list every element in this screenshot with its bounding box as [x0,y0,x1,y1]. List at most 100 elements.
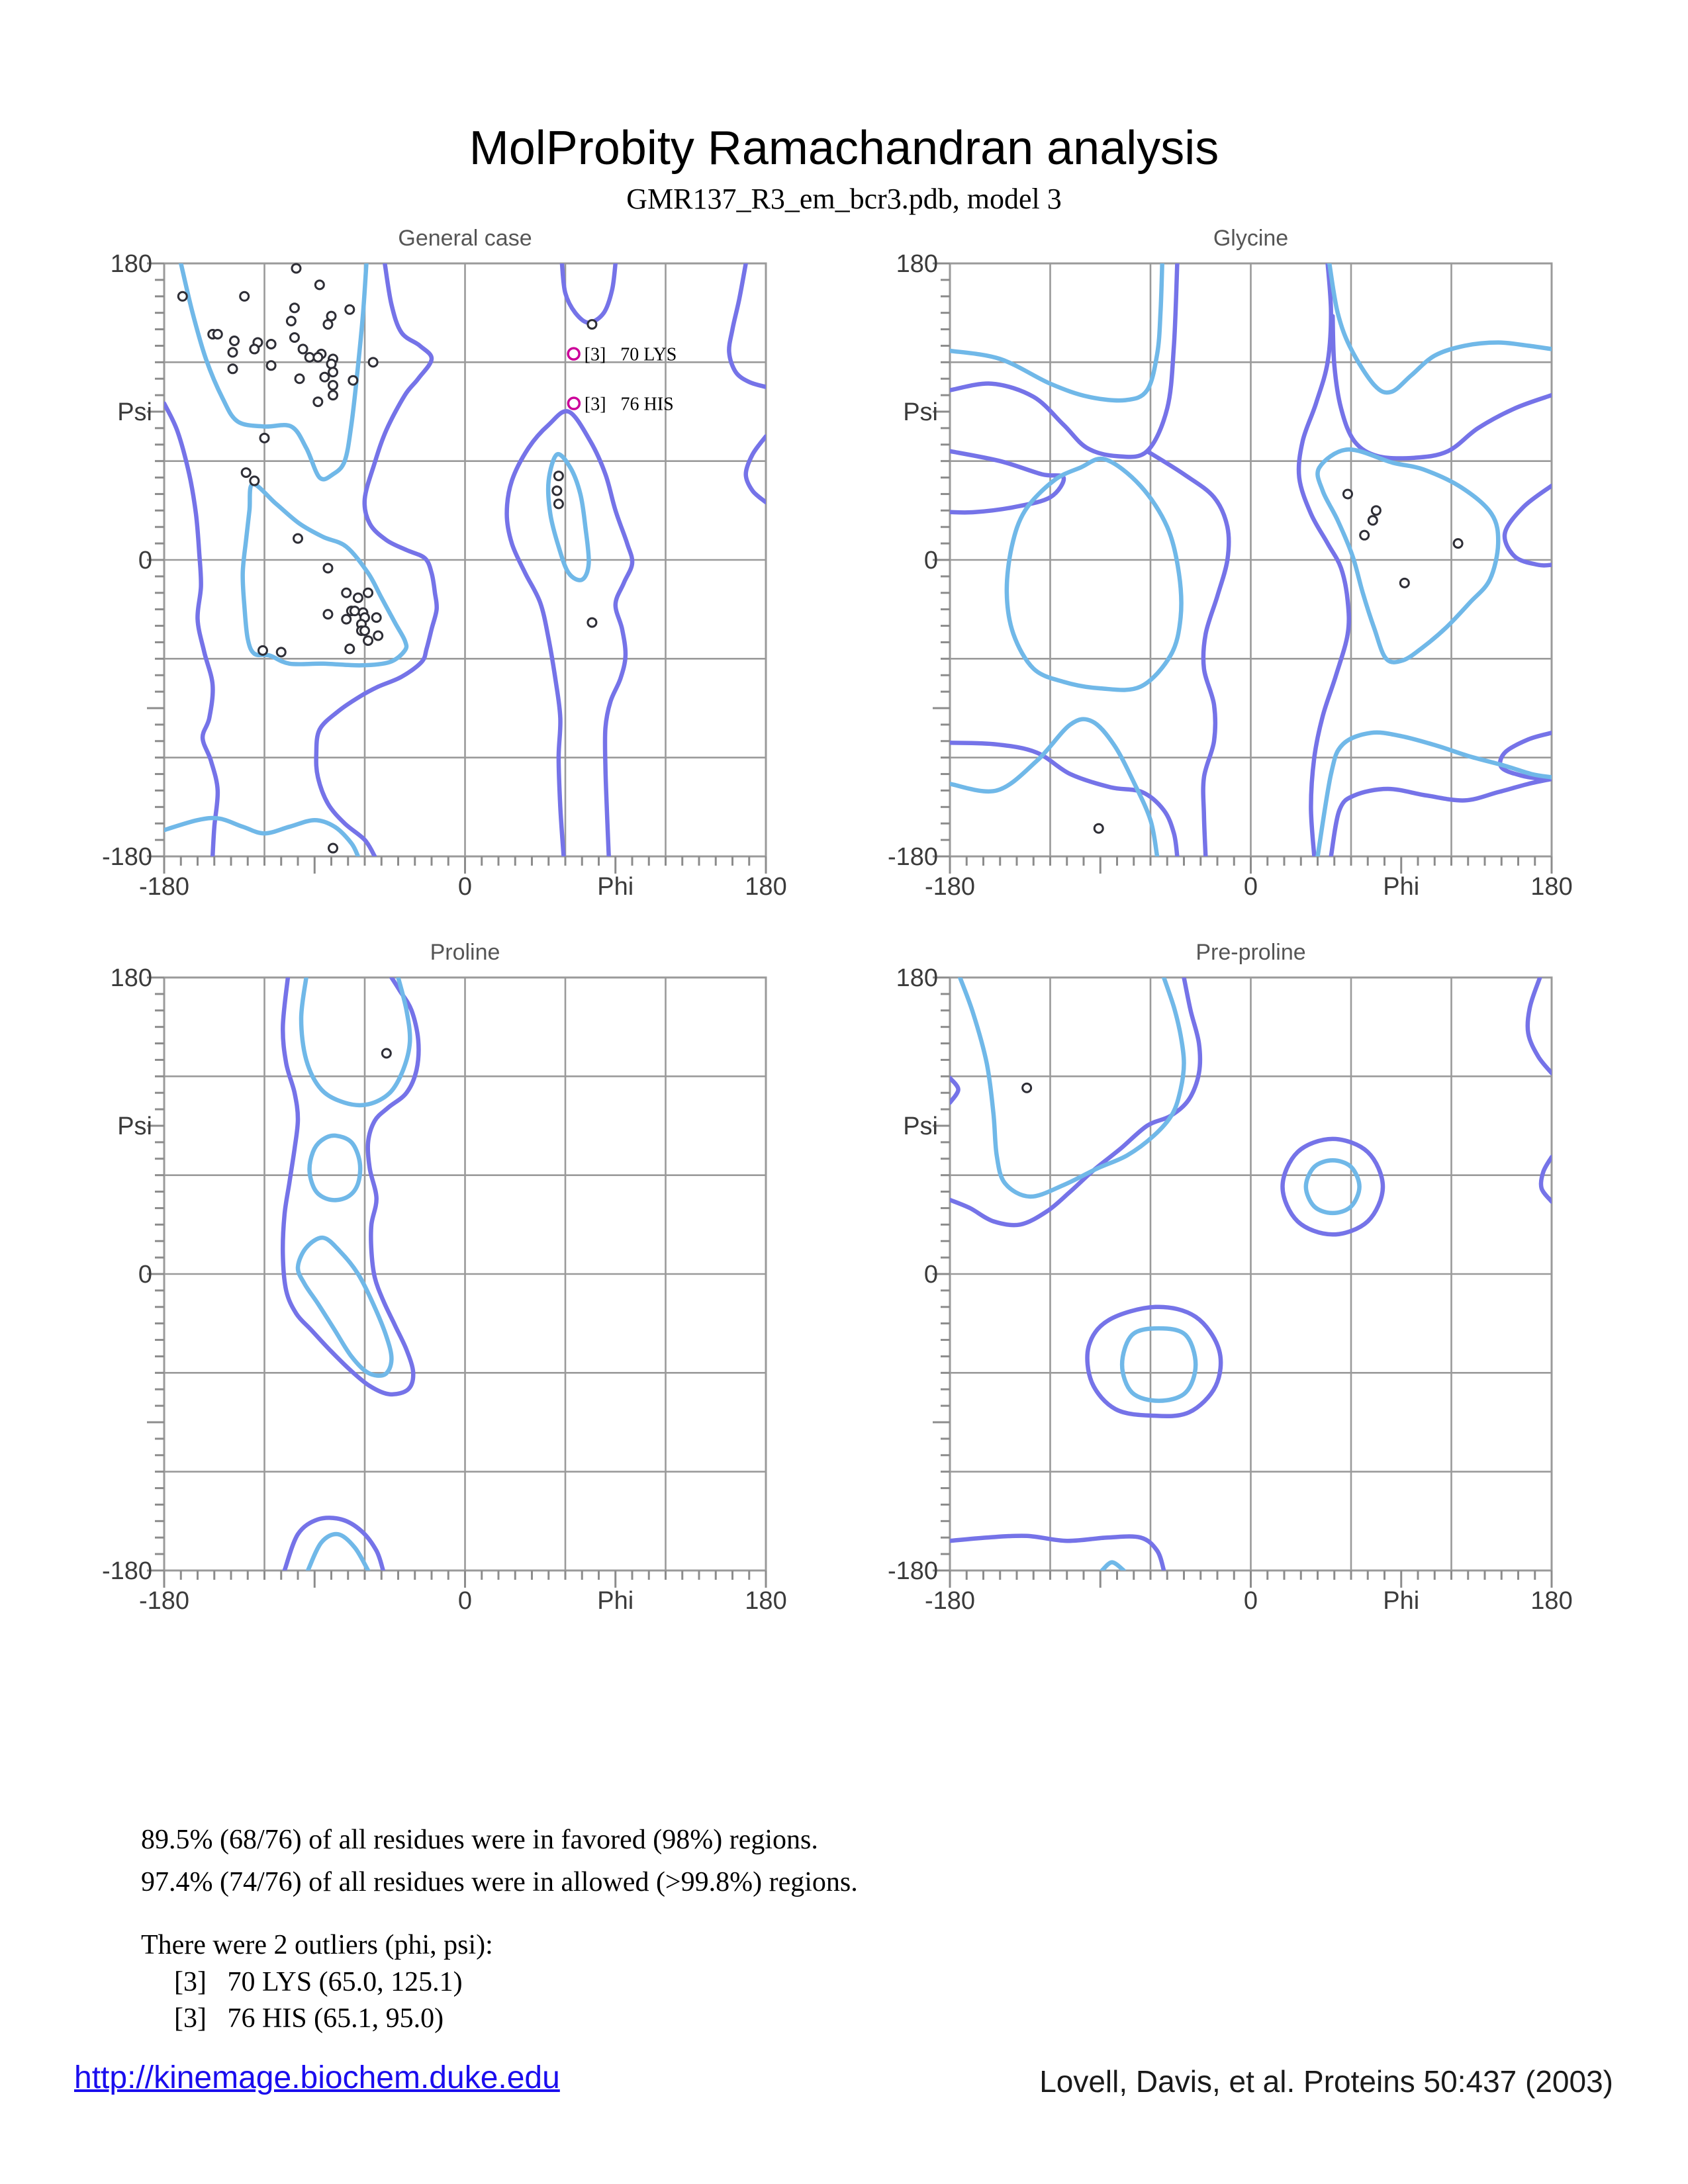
y-tick-label: 0 [924,547,938,574]
contour-allowed [1296,263,1351,856]
contours [950,263,1552,856]
data-point [1342,488,1353,500]
data-point [586,617,598,628]
data-point [341,587,352,598]
data-point [1021,1082,1033,1093]
data-point [265,338,277,349]
x-axis-label: Phi [1383,873,1419,901]
contour-allowed [950,741,1180,856]
contour-favored [307,1133,363,1203]
y-tick-label: -180 [102,1557,152,1585]
contour-favored [295,1235,394,1378]
data-point [551,485,563,496]
page-subtitle: GMR137_R3_em_bcr3.pdb, model 3 [626,183,1062,215]
x-tick-label: 0 [1244,873,1258,901]
contour-allowed [1085,1304,1223,1419]
data-point [289,302,300,314]
data-point [553,498,564,510]
contour-allowed [559,263,618,325]
data-point [304,351,315,363]
contour-favored [1303,1158,1362,1216]
contour-allowed [282,1516,386,1570]
data-point [371,612,382,623]
contour-favored [1315,447,1501,664]
outlier-line-76-his: [3] 76 HIS (65.1, 95.0) [174,2003,444,2034]
data-point [1370,505,1382,516]
x-tick-label: -180 [139,1587,189,1615]
contour-allowed [743,434,766,505]
x-tick-label: 180 [1530,1587,1572,1615]
plot-pre-proline: -180 0 Phi 180 180 Psi 0 -180 Pre-proline [888,940,1573,1615]
data-point [373,630,384,641]
contour-allowed [950,263,1180,459]
outlier-label: [3] 76 HIS [585,394,674,415]
grid-lines [164,263,766,856]
contour-favored [164,815,361,856]
contour-allowed [1280,1136,1385,1237]
contour-allowed [1145,449,1231,856]
data-point [265,360,277,371]
data-point [328,367,339,378]
data-point [322,563,334,574]
data-point [291,263,302,274]
y-tick-label: 0 [924,1261,938,1289]
data-points [1021,1082,1033,1093]
y-tick-label: 0 [138,547,152,574]
data-point [240,467,252,478]
contour-allowed [1538,1155,1552,1204]
y-axis-label: Psi [903,398,938,426]
y-tick-label: -180 [888,1557,938,1585]
data-point [319,371,330,383]
contours [950,978,1552,1570]
data-point [352,592,363,604]
x-axis-label: Phi [597,1587,633,1615]
contour-allowed [1330,314,1552,461]
kinemage-link[interactable]: http://kinemage.biochem.duke.edu [74,2060,560,2095]
contours [164,263,766,856]
data-point [297,343,308,355]
axis-ticks [933,262,1553,874]
data-point [293,533,303,544]
outlier-line-70-lys: [3] 70 LYS (65.0, 125.1) [174,1967,463,1997]
contour-favored [1315,730,1552,856]
contour-favored [957,978,1186,1199]
contour-favored [1327,263,1552,395]
plot-title: Pre-proline [1196,940,1305,965]
grid-lines [950,263,1552,856]
x-tick-label: 0 [458,1587,472,1615]
data-point [294,373,305,385]
grid-lines [950,978,1552,1570]
data-point [363,587,374,598]
y-axis-label: Psi [903,1113,938,1140]
contour-favored [1100,1560,1126,1570]
plot-title: Glycine [1213,226,1288,251]
contour-favored [950,263,1164,403]
data-point [239,291,250,302]
y-tick-label: 0 [138,1261,152,1289]
data-point [344,304,355,315]
outlier-label: [3] 70 LYS [585,345,677,365]
x-tick-label: 0 [458,873,472,901]
data-point [1399,577,1410,588]
data-point [259,432,270,443]
data-point [322,609,334,620]
plot-glycine: -180 0 Phi 180 180 Psi 0 -180 Glycine [888,226,1573,901]
contour-allowed [280,978,421,1397]
plot-title: Proline [430,940,500,965]
plot-proline: -180 0 Phi 180 180 Psi 0 -180 Proline [102,940,787,1615]
contour-allowed [1502,483,1552,568]
contours [280,978,421,1570]
data-point [328,842,339,854]
data-point [553,471,564,482]
data-point [312,396,324,408]
y-tick-label: -180 [888,843,938,871]
grid-lines [164,978,766,1570]
contour-favored [1119,1326,1198,1403]
y-tick-label: 180 [896,250,938,278]
stats-favored-line: 89.5% (68/76) of all residues were in fa… [141,1825,818,1855]
data-point [322,319,334,330]
data-point [1359,529,1370,541]
data-point [341,614,352,625]
x-tick-label: 180 [745,873,786,901]
contour-allowed [1329,776,1552,856]
